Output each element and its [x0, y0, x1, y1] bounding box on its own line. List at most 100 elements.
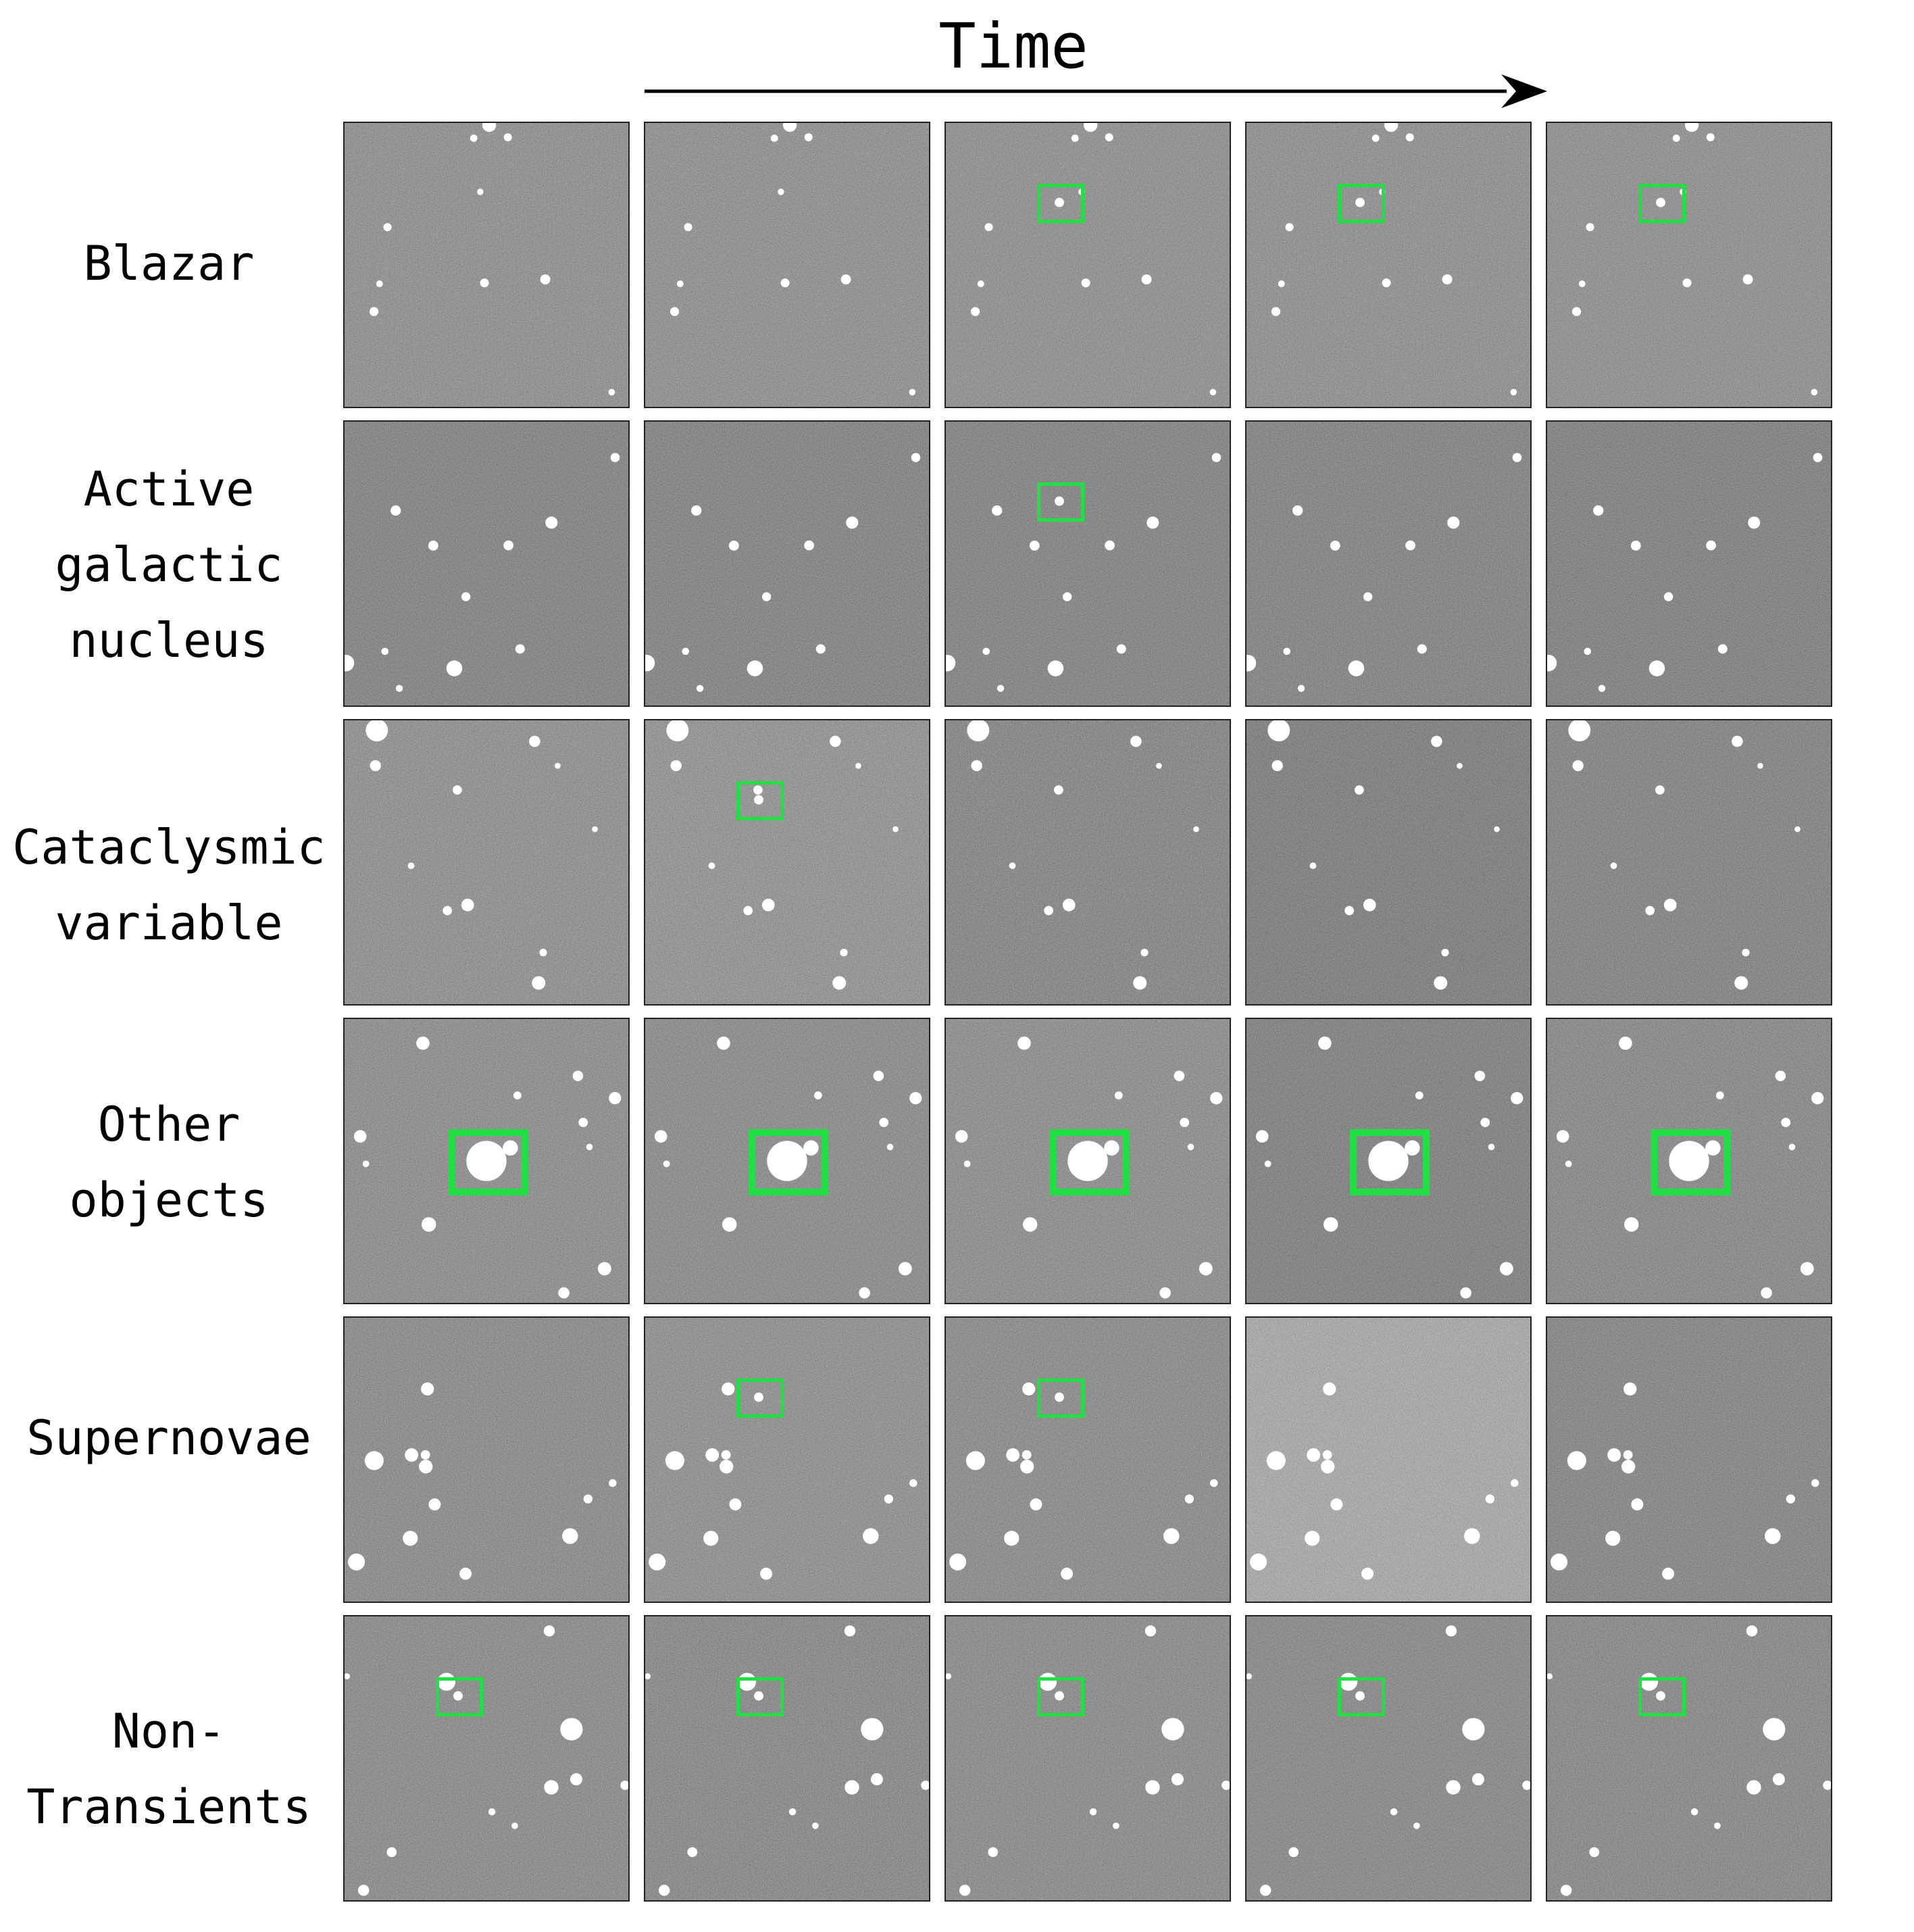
star — [1813, 453, 1823, 462]
star — [654, 1130, 668, 1143]
star — [1330, 541, 1340, 551]
star — [1405, 540, 1415, 551]
star — [770, 134, 778, 142]
star — [965, 1451, 985, 1470]
star — [1619, 1036, 1632, 1050]
star — [845, 1780, 859, 1795]
star — [879, 1118, 889, 1127]
star — [1663, 898, 1677, 912]
star — [1781, 1118, 1791, 1127]
star — [1140, 949, 1149, 957]
star — [1309, 862, 1317, 870]
star — [503, 1140, 518, 1156]
star — [1547, 1673, 1553, 1680]
frame-image — [945, 420, 1231, 707]
star — [666, 720, 689, 742]
star — [1187, 1143, 1194, 1151]
star — [366, 720, 388, 742]
star — [1278, 280, 1285, 287]
star — [1772, 1773, 1785, 1786]
star — [1020, 1460, 1034, 1474]
star — [1572, 760, 1584, 772]
transient-marker-box — [1638, 1677, 1686, 1716]
transient-marker-box — [1036, 183, 1084, 223]
frame-image — [1245, 719, 1532, 1006]
star — [1246, 654, 1257, 672]
star — [1584, 647, 1592, 655]
star — [1556, 1130, 1569, 1143]
star — [778, 189, 784, 195]
star — [364, 1451, 384, 1470]
star — [1794, 826, 1800, 833]
star — [1586, 223, 1594, 232]
star — [1742, 949, 1750, 957]
star — [1645, 906, 1655, 916]
star — [1662, 1567, 1675, 1580]
star — [1560, 1885, 1572, 1896]
frame-image — [1546, 1018, 1832, 1304]
transient-marker-box — [1638, 183, 1686, 223]
star — [513, 1091, 522, 1099]
star — [721, 1450, 731, 1460]
star — [1055, 1392, 1064, 1402]
star — [1184, 1494, 1194, 1504]
star — [1605, 1531, 1621, 1546]
star — [428, 1498, 441, 1511]
star — [812, 1822, 819, 1829]
star — [1133, 976, 1147, 990]
star — [370, 760, 381, 772]
star — [1442, 274, 1453, 284]
row-label-line: nucleus — [69, 613, 269, 668]
star — [705, 1448, 720, 1462]
star — [1116, 644, 1126, 654]
star — [743, 906, 753, 916]
star — [884, 1494, 894, 1504]
star — [1355, 1691, 1365, 1701]
star — [832, 976, 847, 990]
star — [946, 1673, 952, 1680]
transient-marker-box — [736, 1378, 784, 1418]
row-label: Other objects — [0, 1087, 338, 1238]
star — [728, 541, 739, 551]
star — [386, 1847, 397, 1858]
star — [620, 1781, 628, 1790]
star — [1589, 1847, 1600, 1858]
frame-image — [1245, 1316, 1532, 1603]
star — [649, 1553, 666, 1570]
star — [717, 1036, 730, 1050]
star — [1209, 389, 1217, 396]
transient-marker-box — [1036, 1378, 1084, 1418]
frame-image — [644, 420, 930, 707]
star — [381, 647, 389, 655]
star — [722, 1382, 735, 1396]
star — [608, 389, 615, 396]
star — [761, 592, 772, 601]
star — [1480, 1118, 1490, 1127]
star — [453, 785, 462, 795]
frame-image — [644, 1018, 930, 1304]
star — [1174, 1070, 1185, 1081]
star — [977, 280, 984, 287]
star — [703, 1531, 719, 1546]
star — [1775, 1070, 1786, 1081]
star — [1055, 197, 1064, 207]
star — [861, 1718, 884, 1741]
row-label-line: Cataclysmic — [12, 820, 326, 875]
frame-image — [1245, 122, 1532, 408]
star — [1748, 516, 1761, 529]
frame-image — [1245, 1018, 1532, 1304]
star — [348, 1553, 366, 1570]
star — [1786, 1494, 1796, 1504]
star — [1114, 1091, 1123, 1099]
transient-marker-box — [1036, 482, 1084, 522]
star — [982, 647, 990, 655]
star — [687, 1847, 698, 1858]
star — [1161, 1718, 1184, 1741]
row-label-line: Active — [83, 462, 255, 517]
row-label: Non- Transients — [0, 1693, 338, 1845]
star — [1447, 516, 1460, 529]
transient-marker-box — [1350, 1129, 1430, 1195]
star — [1318, 1036, 1332, 1050]
star — [544, 1780, 559, 1795]
star — [840, 274, 851, 284]
